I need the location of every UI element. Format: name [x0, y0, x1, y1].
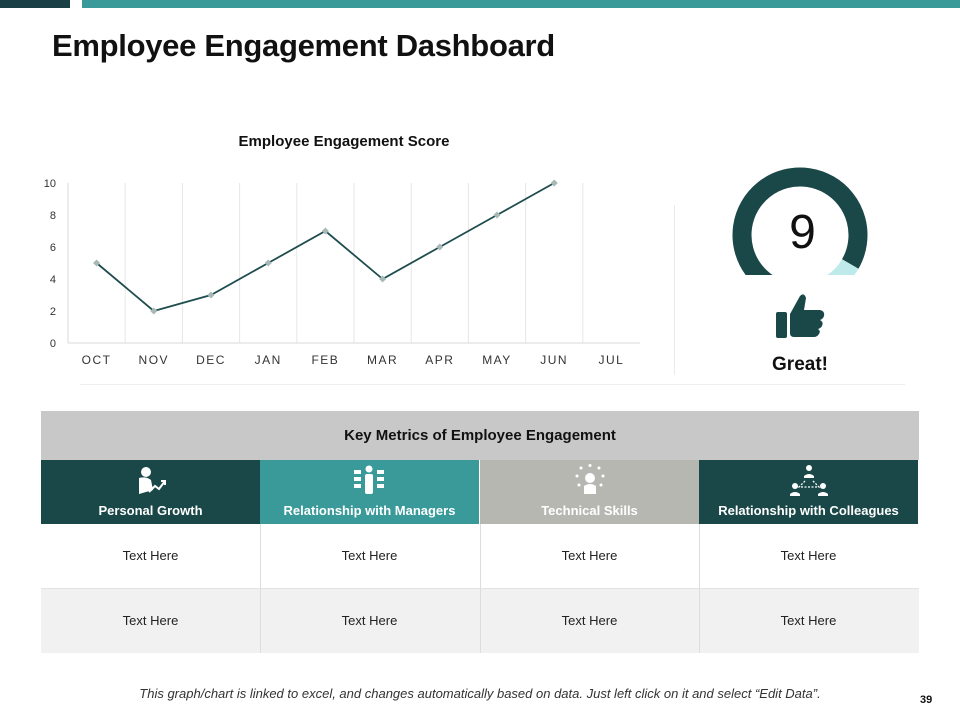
chart-data-point	[321, 227, 329, 235]
gauge-remaining-arc	[827, 258, 859, 275]
footnote: This graph/chart is linked to excel, and…	[139, 686, 821, 701]
chart-y-tick-label: 2	[50, 306, 56, 318]
chart-x-tick-label: MAY	[482, 353, 512, 367]
metric-technical-skills: Technical Skills	[480, 460, 699, 524]
chart-x-tick-label: FEB	[311, 353, 339, 367]
metric-relationship-colleagues: Relationship with Colleagues	[699, 460, 918, 524]
top-accent-bar	[0, 0, 960, 8]
chart-data-point	[493, 211, 501, 219]
chart-x-tick-label: OCT	[82, 353, 112, 367]
chart-data-point	[550, 179, 558, 187]
chart-y-tick-label: 8	[50, 210, 56, 222]
chart-x-tick-label: DEC	[196, 353, 226, 367]
metric-label: Technical Skills	[541, 503, 638, 518]
chart-x-tick-label: JUN	[540, 353, 568, 367]
table-row: Text Here Text Here Text Here Text Here	[41, 589, 919, 653]
chart-data-point	[150, 307, 158, 315]
page-title: Employee Engagement Dashboard	[52, 28, 555, 63]
table-cell[interactable]: Text Here	[780, 548, 837, 563]
chart-title: Employee Engagement Score	[238, 133, 450, 150]
chart-y-tick-label: 4	[50, 274, 56, 286]
table-row: Text Here Text Here Text Here Text Here	[41, 524, 919, 588]
table-cell[interactable]: Text Here	[561, 613, 618, 628]
managers-icon	[354, 465, 384, 494]
chart-data-point	[379, 275, 387, 283]
chart-data-point	[436, 243, 444, 251]
gauge-value-arc	[732, 167, 868, 275]
gauge-value: 9	[789, 206, 816, 259]
table-cell[interactable]: Text Here	[341, 613, 398, 628]
metric-relationship-managers: Relationship with Managers	[260, 460, 479, 524]
table-cell[interactable]: Text Here	[341, 548, 398, 563]
chart-y-tick-label: 10	[44, 178, 56, 190]
page-number: 39	[920, 694, 933, 706]
colleagues-icon	[790, 465, 828, 496]
metrics-table-title: Key Metrics of Employee Engagement	[41, 411, 919, 460]
chart-series-line	[96, 182, 555, 312]
chart-y-tick-label: 0	[50, 338, 56, 350]
chart-x-tick-label: NOV	[139, 353, 170, 367]
technical-skills-icon	[575, 464, 605, 494]
table-cell[interactable]: Text Here	[561, 548, 618, 563]
chart-data-point	[93, 259, 101, 267]
personal-growth-icon	[139, 467, 166, 494]
top-accent-teal	[82, 0, 960, 8]
table-cell[interactable]: Text Here	[122, 548, 179, 563]
chart-x-tick-label: APR	[425, 353, 454, 367]
metric-personal-growth: Personal Growth	[41, 460, 260, 524]
chart-x-tick-label: JUL	[598, 353, 624, 367]
chart-y-tick-label: 6	[50, 242, 56, 254]
engagement-line-chart[interactable]: 0 2 4 6 8 10 OCT NOV DEC JAN FEB MAR APR MAY JUN JUL	[30, 172, 660, 377]
table-cell[interactable]: Text Here	[780, 613, 837, 628]
gauge-rating: Great!	[772, 354, 828, 375]
top-accent-dark	[0, 0, 70, 8]
score-gauge	[732, 167, 868, 275]
metric-label: Relationship with Colleagues	[718, 503, 899, 518]
chart-x-tick-label: MAR	[367, 353, 398, 367]
chart-x-tick-label: JAN	[255, 353, 282, 367]
chart-data-point	[207, 291, 215, 299]
thumbs-up-icon	[776, 294, 825, 338]
metric-label: Personal Growth	[98, 503, 203, 518]
chart-data-point	[264, 259, 272, 267]
table-cell[interactable]: Text Here	[122, 613, 179, 628]
metric-label: Relationship with Managers	[283, 503, 456, 518]
